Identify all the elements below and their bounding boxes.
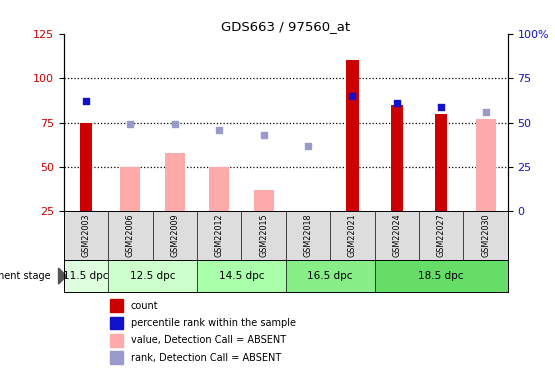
Bar xyxy=(110,334,123,347)
Text: 12.5 dpc: 12.5 dpc xyxy=(130,271,175,281)
Point xyxy=(481,109,490,115)
Bar xyxy=(241,211,286,260)
Bar xyxy=(435,114,447,211)
Point xyxy=(170,121,179,127)
Text: GSM22003: GSM22003 xyxy=(82,213,90,257)
Text: GSM22021: GSM22021 xyxy=(348,213,357,257)
Text: rank, Detection Call = ABSENT: rank, Detection Call = ABSENT xyxy=(131,353,281,363)
Text: 18.5 dpc: 18.5 dpc xyxy=(418,271,464,281)
Bar xyxy=(463,211,508,260)
Text: GSM22009: GSM22009 xyxy=(170,213,179,257)
Point xyxy=(259,132,268,138)
Text: 14.5 dpc: 14.5 dpc xyxy=(219,271,264,281)
Bar xyxy=(476,119,496,211)
Bar xyxy=(254,190,274,211)
Bar xyxy=(197,211,241,260)
Bar xyxy=(375,260,508,292)
Bar xyxy=(197,260,286,292)
Text: GSM22018: GSM22018 xyxy=(304,213,312,257)
Bar xyxy=(419,211,463,260)
Bar xyxy=(64,211,108,260)
Bar xyxy=(209,167,229,211)
Point xyxy=(215,127,224,133)
Text: development stage: development stage xyxy=(0,271,51,281)
Bar xyxy=(346,60,359,211)
Text: GSM22006: GSM22006 xyxy=(126,213,135,257)
Point xyxy=(392,100,401,106)
Bar xyxy=(120,167,140,211)
Bar xyxy=(286,211,330,260)
Text: 16.5 dpc: 16.5 dpc xyxy=(307,271,353,281)
Bar xyxy=(375,211,419,260)
Text: value, Detection Call = ABSENT: value, Detection Call = ABSENT xyxy=(131,335,286,345)
Bar xyxy=(110,351,123,364)
Point xyxy=(126,121,135,127)
Bar xyxy=(286,260,375,292)
Text: 11.5 dpc: 11.5 dpc xyxy=(63,271,109,281)
Bar xyxy=(165,153,185,211)
Text: percentile rank within the sample: percentile rank within the sample xyxy=(131,318,296,328)
Text: GSM22027: GSM22027 xyxy=(437,213,446,257)
Title: GDS663 / 97560_at: GDS663 / 97560_at xyxy=(221,20,350,33)
Point xyxy=(348,93,357,99)
Bar xyxy=(64,260,108,292)
Polygon shape xyxy=(58,268,67,284)
Text: GSM22012: GSM22012 xyxy=(215,213,224,257)
Text: GSM22015: GSM22015 xyxy=(259,213,268,257)
Point xyxy=(304,142,312,148)
Bar xyxy=(110,316,123,329)
Text: count: count xyxy=(131,301,159,310)
Bar xyxy=(110,299,123,312)
Bar xyxy=(330,211,375,260)
Point xyxy=(437,104,446,110)
Text: GSM22024: GSM22024 xyxy=(392,213,401,257)
Bar xyxy=(391,105,403,211)
Bar xyxy=(153,211,197,260)
Bar xyxy=(80,123,92,211)
Bar xyxy=(108,260,197,292)
Text: GSM22030: GSM22030 xyxy=(481,213,490,257)
Point xyxy=(82,98,90,104)
Bar xyxy=(108,211,153,260)
